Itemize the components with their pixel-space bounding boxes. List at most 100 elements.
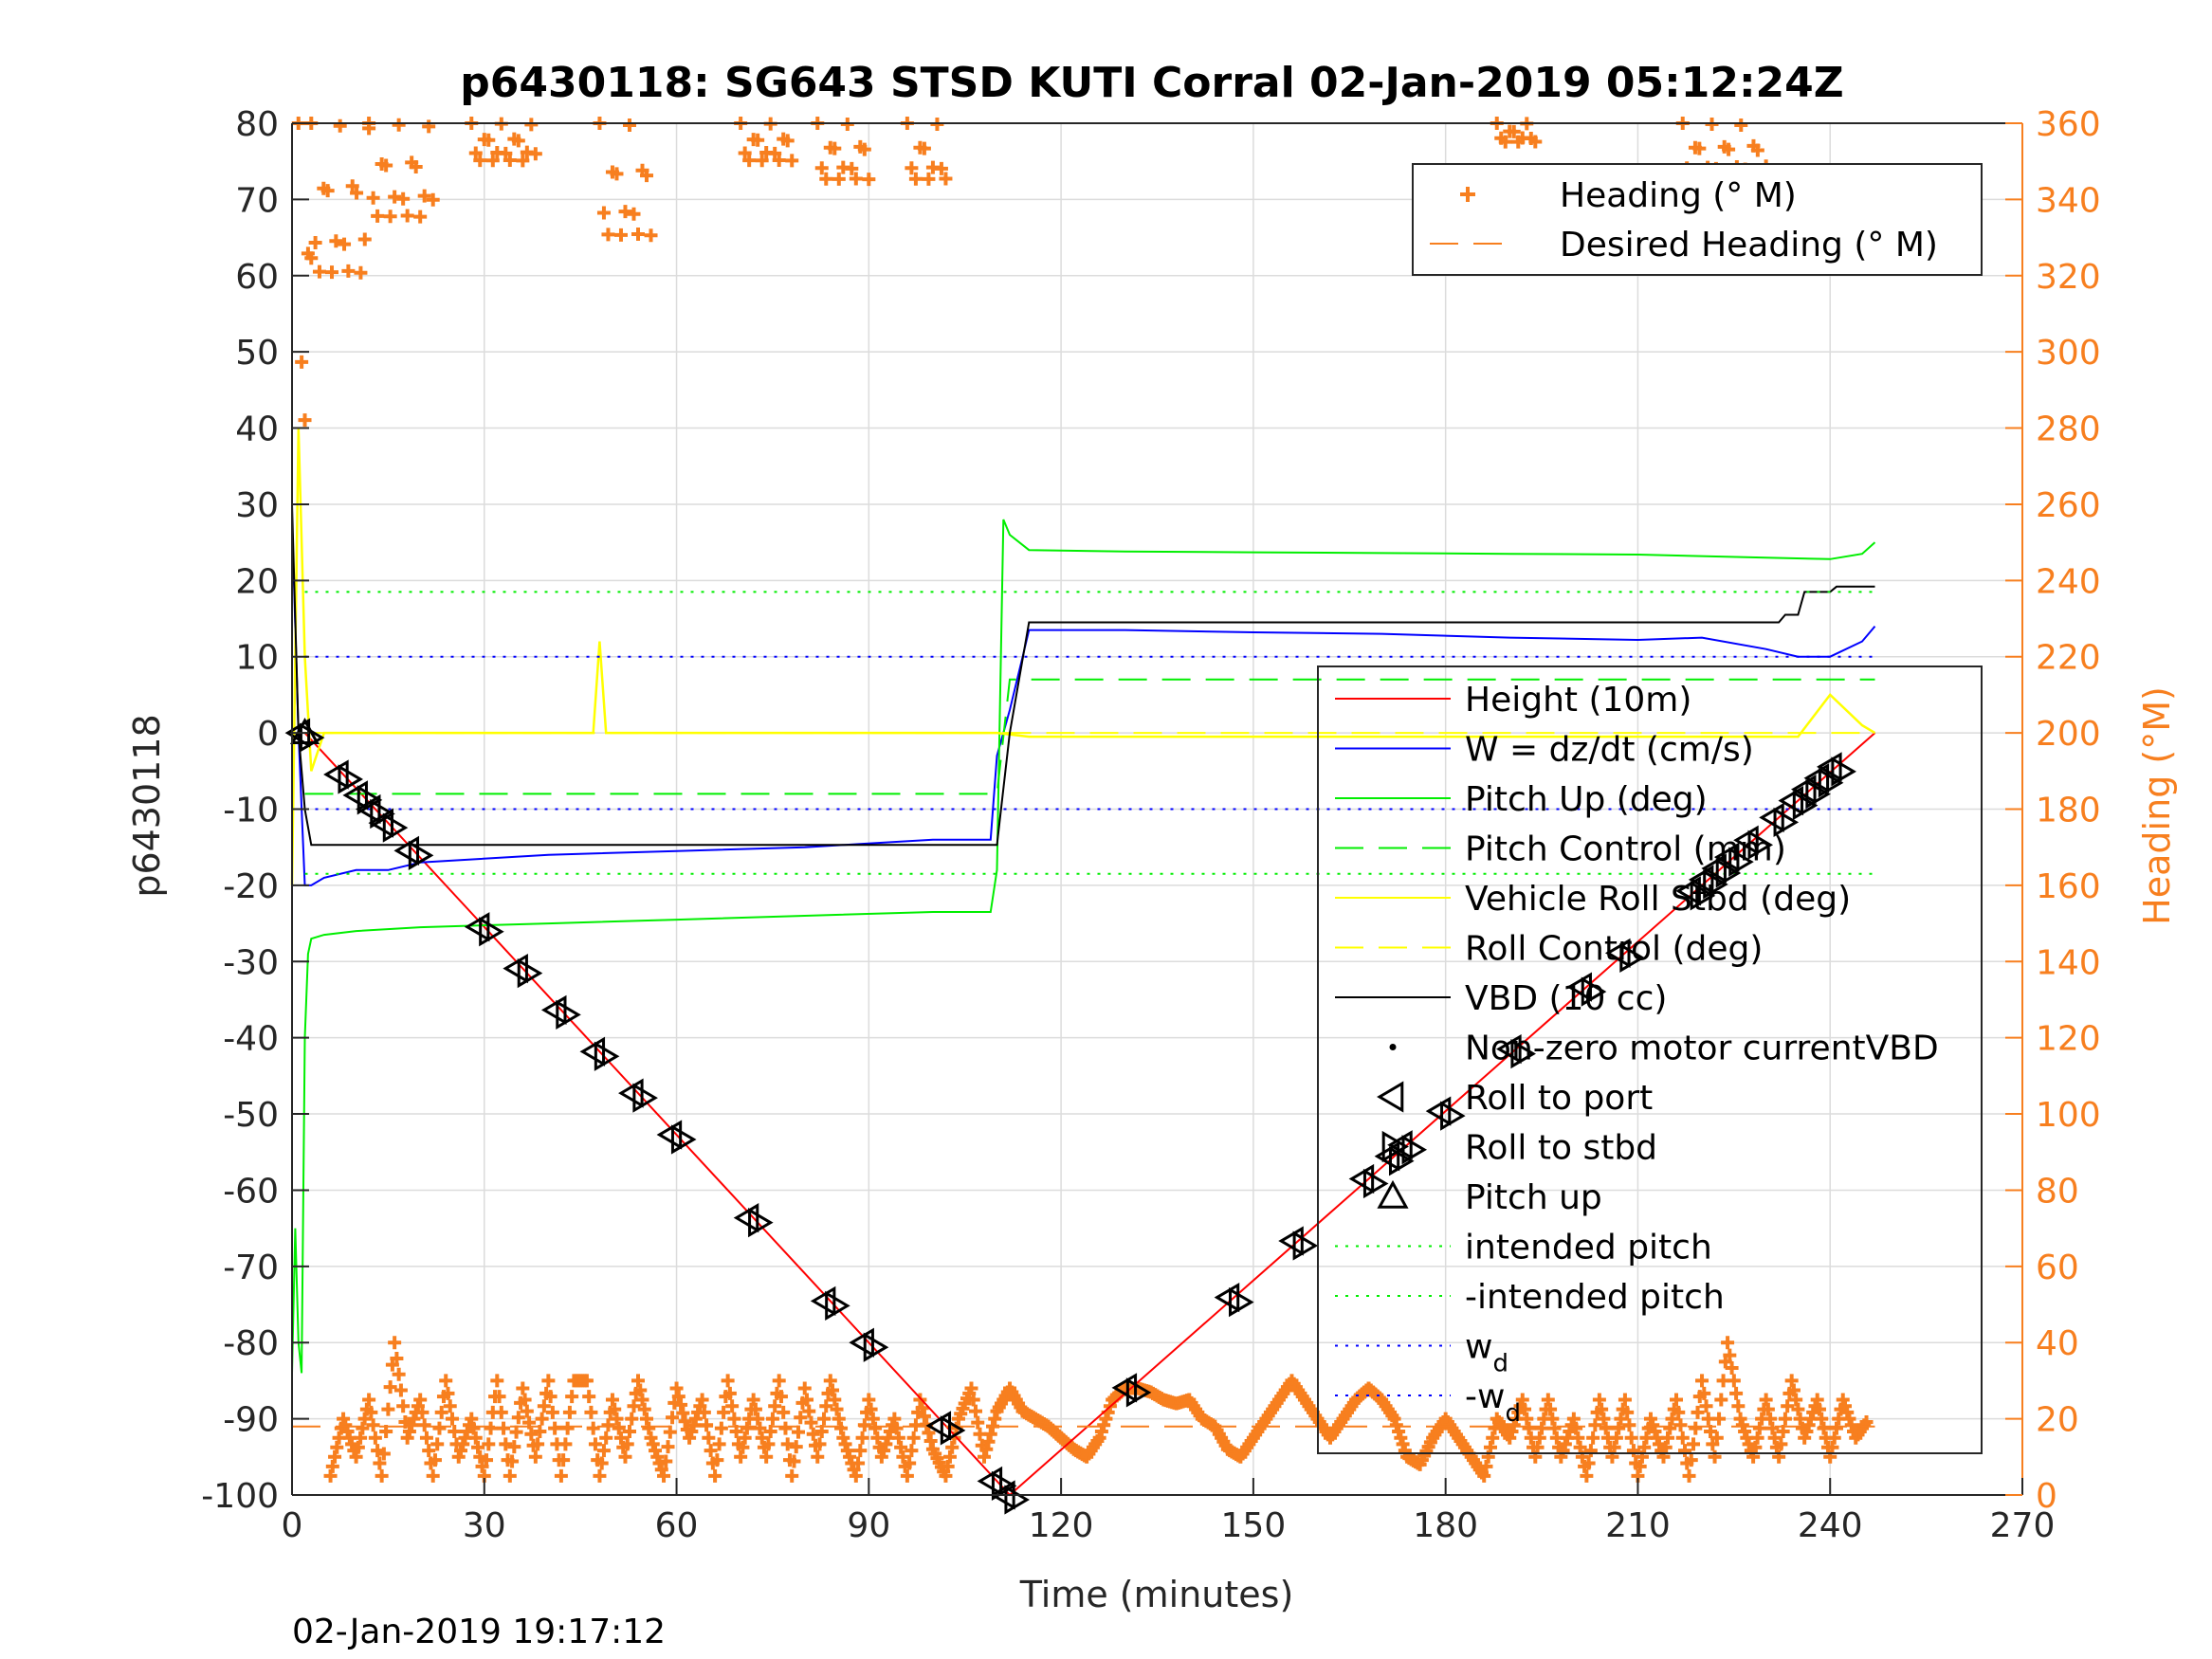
- y-tick-label: -100: [201, 1477, 279, 1516]
- heading-point: [851, 1456, 866, 1470]
- heading-point: [497, 1421, 511, 1435]
- heading-point: [941, 1459, 955, 1473]
- heading-point: [1699, 1399, 1713, 1413]
- heading-point: [1566, 1412, 1581, 1426]
- legend-box: [1317, 665, 1983, 1454]
- heading-point: [768, 1399, 782, 1413]
- heading-point: [686, 1418, 701, 1432]
- heading-point: [768, 146, 782, 160]
- heading-point: [627, 1399, 641, 1413]
- heading-point: [671, 1390, 686, 1404]
- legend-entry: -intended pitch: [1465, 1278, 1725, 1317]
- heading-point: [917, 141, 931, 155]
- roll-marker: [1701, 853, 1727, 884]
- heading-point: [558, 1437, 573, 1451]
- heading-point: [849, 172, 863, 186]
- heading-point: [1672, 1405, 1686, 1419]
- roll-marker: [810, 1285, 836, 1316]
- heading-point: [819, 1399, 833, 1413]
- heading-point: [428, 1453, 442, 1468]
- y-tick-label: -60: [223, 1172, 279, 1211]
- roll-marker: [594, 1041, 620, 1071]
- y-tick-label: -30: [223, 943, 279, 982]
- roll-marker: [1715, 858, 1742, 888]
- heading-point: [1798, 1431, 1812, 1445]
- legend-entry: Heading (° M): [1560, 176, 1797, 215]
- heading-point: [939, 1468, 953, 1483]
- roll-marker: [1496, 1033, 1522, 1065]
- heading-point: [1477, 1468, 1491, 1483]
- heading-point: [524, 1427, 539, 1441]
- heading-point: [1558, 1437, 1572, 1451]
- heading-point: [588, 1437, 602, 1451]
- legend-entry: Roll to port: [1465, 1079, 1653, 1118]
- heading-point: [1817, 1421, 1831, 1435]
- heading-point: [482, 133, 496, 147]
- heading-point: [1722, 142, 1736, 156]
- y-tick-label: -70: [223, 1249, 279, 1287]
- heading-point: [915, 1401, 929, 1415]
- timestamp: 02-Jan-2019 19:17:12: [292, 1613, 666, 1651]
- heading-point: [740, 1421, 754, 1435]
- heading-point: [480, 1453, 494, 1468]
- heading-point: [494, 1405, 508, 1419]
- roll-marker: [991, 1470, 1017, 1502]
- heading-point: [516, 1381, 530, 1395]
- heading-point: [683, 1431, 697, 1445]
- heading-point: [415, 1405, 430, 1419]
- roll-marker: [1278, 1226, 1304, 1256]
- heading-point: [813, 1437, 827, 1451]
- heading-point: [845, 161, 859, 175]
- heading-point: [468, 146, 483, 160]
- roll-marker: [1713, 842, 1740, 872]
- roll-marker: [368, 808, 393, 838]
- heading-point: [341, 264, 356, 278]
- heading-point: [917, 1409, 931, 1423]
- heading-point: [557, 1453, 571, 1468]
- heading-point: [594, 1456, 609, 1470]
- y-tick-label: -50: [223, 1096, 279, 1135]
- heading-point: [780, 134, 795, 148]
- heading-point: [666, 1411, 680, 1425]
- heading-point: [894, 1440, 908, 1454]
- heading-point: [748, 1402, 762, 1416]
- heading-point: [357, 1412, 372, 1426]
- heading-point: [1781, 1399, 1795, 1413]
- heading-point: [1547, 1421, 1562, 1435]
- roll-marker: [1805, 779, 1831, 810]
- heading-point: [618, 1449, 632, 1464]
- roll-marker: [579, 1036, 606, 1066]
- heading-point: [388, 1336, 402, 1350]
- heading-point: [349, 1449, 363, 1464]
- heading-point: [1842, 1412, 1856, 1426]
- heading-point: [1580, 1468, 1594, 1483]
- heading-point: [968, 1404, 982, 1418]
- roll-marker: [289, 718, 320, 745]
- heading-point: [1692, 141, 1707, 155]
- heading-point: [417, 1418, 431, 1432]
- heading-point: [1691, 1405, 1705, 1419]
- heading-point: [1612, 1421, 1626, 1435]
- heading-point: [661, 1440, 675, 1454]
- heading-point: [456, 1437, 470, 1451]
- heading-point: [857, 142, 871, 156]
- y2-tick-label: 20: [2036, 1401, 2079, 1440]
- y-tick-label: 50: [235, 334, 279, 373]
- roll-marker: [355, 793, 381, 825]
- roll-marker: [1818, 768, 1844, 798]
- heading-point: [1505, 1425, 1519, 1439]
- heading-point: [669, 1381, 684, 1395]
- y-tick-label: 30: [235, 486, 279, 525]
- heading-point: [1099, 1412, 1113, 1426]
- heading-point: [298, 413, 312, 428]
- heading-point: [350, 186, 364, 200]
- heading-point: [789, 1440, 803, 1454]
- roll-marker: [1425, 1096, 1452, 1126]
- heading-point: [761, 1437, 776, 1451]
- heading-point: [751, 133, 765, 147]
- heading-point: [840, 1444, 854, 1458]
- heading-point: [738, 146, 752, 160]
- heading-point: [755, 1431, 769, 1445]
- heading-point: [579, 1374, 594, 1388]
- heading-point: [704, 1444, 718, 1458]
